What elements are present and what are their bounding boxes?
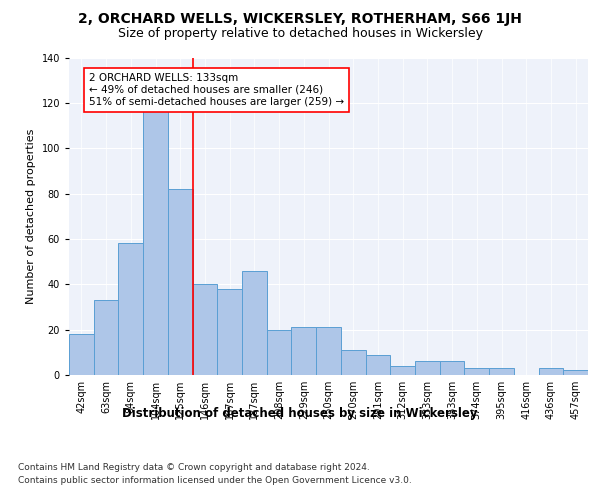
Text: Contains public sector information licensed under the Open Government Licence v3: Contains public sector information licen… (18, 476, 412, 485)
Bar (143, 108, 168, 375)
Text: Size of property relative to detached houses in Wickersley: Size of property relative to detached ho… (118, 28, 482, 40)
Bar (118, 244, 143, 375)
Bar (563, 370, 588, 375)
Bar (365, 354, 390, 375)
Bar (440, 362, 464, 375)
Bar (168, 189, 193, 375)
Bar (341, 350, 365, 375)
Bar (69, 334, 94, 375)
Bar (242, 270, 267, 375)
Bar (217, 289, 242, 375)
Text: 2, ORCHARD WELLS, WICKERSLEY, ROTHERHAM, S66 1JH: 2, ORCHARD WELLS, WICKERSLEY, ROTHERHAM,… (78, 12, 522, 26)
Text: 2 ORCHARD WELLS: 133sqm
← 49% of detached houses are smaller (246)
51% of semi-d: 2 ORCHARD WELLS: 133sqm ← 49% of detache… (89, 74, 344, 106)
Y-axis label: Number of detached properties: Number of detached properties (26, 128, 36, 304)
Bar (415, 362, 440, 375)
Bar (94, 300, 118, 375)
Bar (292, 328, 316, 375)
Text: Contains HM Land Registry data © Crown copyright and database right 2024.: Contains HM Land Registry data © Crown c… (18, 462, 370, 471)
Bar (316, 328, 341, 375)
Bar (489, 368, 514, 375)
Bar (464, 368, 489, 375)
Text: Distribution of detached houses by size in Wickersley: Distribution of detached houses by size … (122, 408, 478, 420)
Bar (193, 284, 217, 375)
Bar (267, 330, 292, 375)
Bar (539, 368, 563, 375)
Bar (390, 366, 415, 375)
